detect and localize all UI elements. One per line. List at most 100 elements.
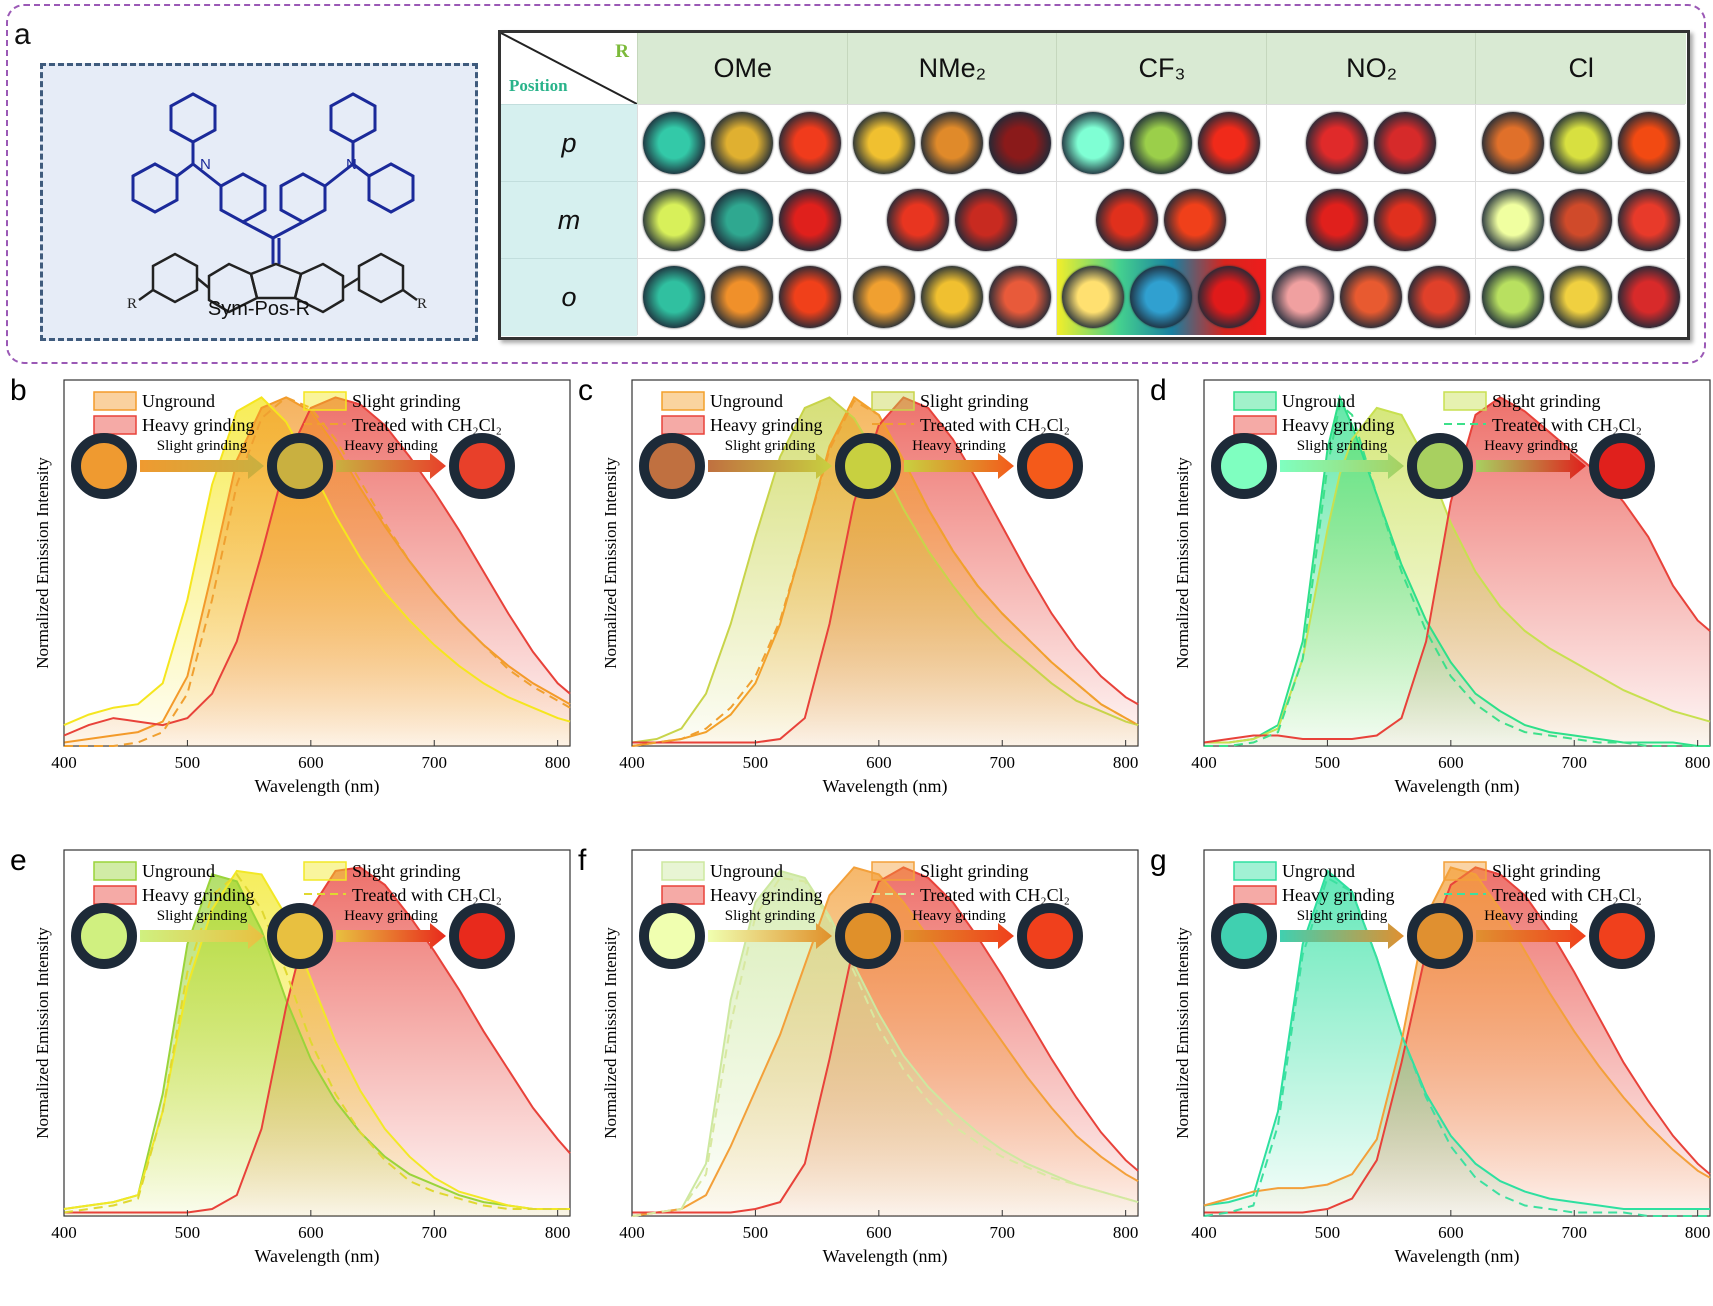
x-tick-label: 800 <box>545 1223 571 1242</box>
table-cell <box>637 258 847 335</box>
sample-photo <box>920 112 983 174</box>
sample-photo <box>1374 189 1437 251</box>
legend-swatch-slight <box>871 861 915 881</box>
table-cell <box>1475 258 1685 335</box>
sample-photo <box>1272 266 1335 328</box>
legend-label: Treated with CH₂Cl₂ <box>920 415 1070 435</box>
table-cell <box>846 181 1057 258</box>
table-cell <box>637 104 847 181</box>
sample-photo <box>449 433 515 499</box>
svg-text:N: N <box>200 156 211 173</box>
emission-chart-f: 400 500 600 700 800 Wavelength (nm) Normalized… <box>578 838 1148 1298</box>
legend-label: Unground <box>710 861 783 881</box>
x-tick-label: 400 <box>1191 1223 1217 1242</box>
series-line-treated <box>1204 402 1710 747</box>
sample-photo <box>1617 189 1680 251</box>
sample-photo <box>449 903 515 969</box>
legend-label: Slight grinding <box>920 861 1029 881</box>
legend-label: Treated with CH₂Cl₂ <box>352 885 502 905</box>
x-axis-label: Wavelength (nm) <box>822 1246 947 1267</box>
sample-photo <box>639 903 705 969</box>
sample-photo <box>639 433 705 499</box>
arrow-label: Heavy grinding <box>912 438 1006 454</box>
y-axis-label: Normalized Emission Intensity <box>1173 457 1192 669</box>
x-tick-label: 600 <box>1438 753 1464 772</box>
table-cell <box>1475 181 1685 258</box>
legend-label: Treated with CH₂Cl₂ <box>1492 415 1642 435</box>
legend-label: Treated with CH₂Cl₂ <box>920 885 1070 905</box>
series-line-unground <box>1204 394 1710 747</box>
transition-arrow <box>140 453 264 479</box>
y-axis-label: Normalized Emission Intensity <box>601 457 620 669</box>
substituent-r-right: R <box>417 296 427 312</box>
legend-swatch-heavy <box>93 415 137 435</box>
sample-photo <box>643 266 706 328</box>
series-line-treated <box>1203 876 1710 1217</box>
panel-label: b <box>10 374 27 407</box>
arrow-label: Heavy grinding <box>344 438 438 454</box>
legend-swatch-unground <box>661 391 705 411</box>
legend-swatch-slight <box>871 391 915 411</box>
x-tick-label: 800 <box>1113 1223 1139 1242</box>
sample-photo <box>835 903 901 969</box>
sample-photo <box>1211 903 1277 969</box>
sample-photo <box>1164 189 1227 251</box>
series-line-heavy <box>1203 396 1711 744</box>
table-cell <box>1265 181 1476 258</box>
x-tick-label: 600 <box>298 753 324 772</box>
sample-photo <box>852 112 915 174</box>
molecule-drawing: N N R R <box>127 92 427 314</box>
x-axis-label: Wavelength (nm) <box>822 776 947 797</box>
emission-chart-g: 400 500 600 700 800 Wavelength (nm) Normalized… <box>1150 838 1713 1298</box>
panel-a-frame <box>6 4 1706 364</box>
sample-photo <box>1130 112 1193 174</box>
arrow-label: Slight grinding <box>725 908 816 924</box>
sample-photo <box>71 433 137 499</box>
legend-swatch-slight <box>1443 391 1487 411</box>
transition-arrow <box>1280 923 1404 949</box>
arrow-label: Heavy grinding <box>1484 438 1578 454</box>
legend-swatch-heavy <box>1233 415 1277 435</box>
legend-label: Heavy grinding <box>1282 885 1394 905</box>
sample-photo <box>711 112 774 174</box>
chart-svg: 400 500 600 700 800 Wavelength (nm) Normalized… <box>1150 844 1711 1267</box>
sample-photo <box>1589 903 1655 969</box>
legend-label: Slight grinding <box>1492 391 1601 411</box>
x-tick-label: 600 <box>1438 1223 1464 1242</box>
x-tick-label: 700 <box>421 753 447 772</box>
transition-arrow <box>904 923 1014 949</box>
legend-swatch-unground <box>661 861 705 881</box>
row-header: m <box>501 181 637 259</box>
sample-photo <box>643 112 706 174</box>
series-area-unground <box>632 870 1138 1216</box>
panel-label: e <box>10 844 27 877</box>
sample-photo <box>1198 112 1261 174</box>
series-line-treated <box>631 876 1139 1217</box>
sample-photo <box>1198 266 1261 328</box>
arrow-label: Slight grinding <box>1297 438 1388 454</box>
sample-photo <box>1306 189 1369 251</box>
column-header: NO₂ <box>1265 33 1477 104</box>
column-header: Cl <box>1475 33 1686 104</box>
legend-label: Slight grinding <box>920 391 1029 411</box>
x-tick-label: 700 <box>1561 753 1587 772</box>
x-tick-label: 700 <box>421 1223 447 1242</box>
arrow-label: Heavy grinding <box>1484 908 1578 924</box>
arrow-label: Heavy grinding <box>912 908 1006 924</box>
x-tick-label: 700 <box>1561 1223 1587 1242</box>
legend-swatch-unground <box>93 391 137 411</box>
substituent-r-left: R <box>127 296 137 312</box>
table-cell <box>1056 258 1266 335</box>
sample-photo <box>1306 112 1369 174</box>
sample-photo <box>1481 189 1544 251</box>
x-axis-label: Wavelength (nm) <box>1394 776 1519 797</box>
sample-photo <box>1617 112 1680 174</box>
x-tick-label: 800 <box>1685 1223 1711 1242</box>
series-line-heavy <box>64 866 571 1214</box>
panel-label-a: a <box>14 18 31 51</box>
x-tick-label: 400 <box>51 1223 77 1242</box>
x-tick-label: 400 <box>51 753 77 772</box>
x-tick-label: 700 <box>989 753 1015 772</box>
series-area-unground <box>1204 397 1710 746</box>
legend-swatch-unground <box>93 861 137 881</box>
